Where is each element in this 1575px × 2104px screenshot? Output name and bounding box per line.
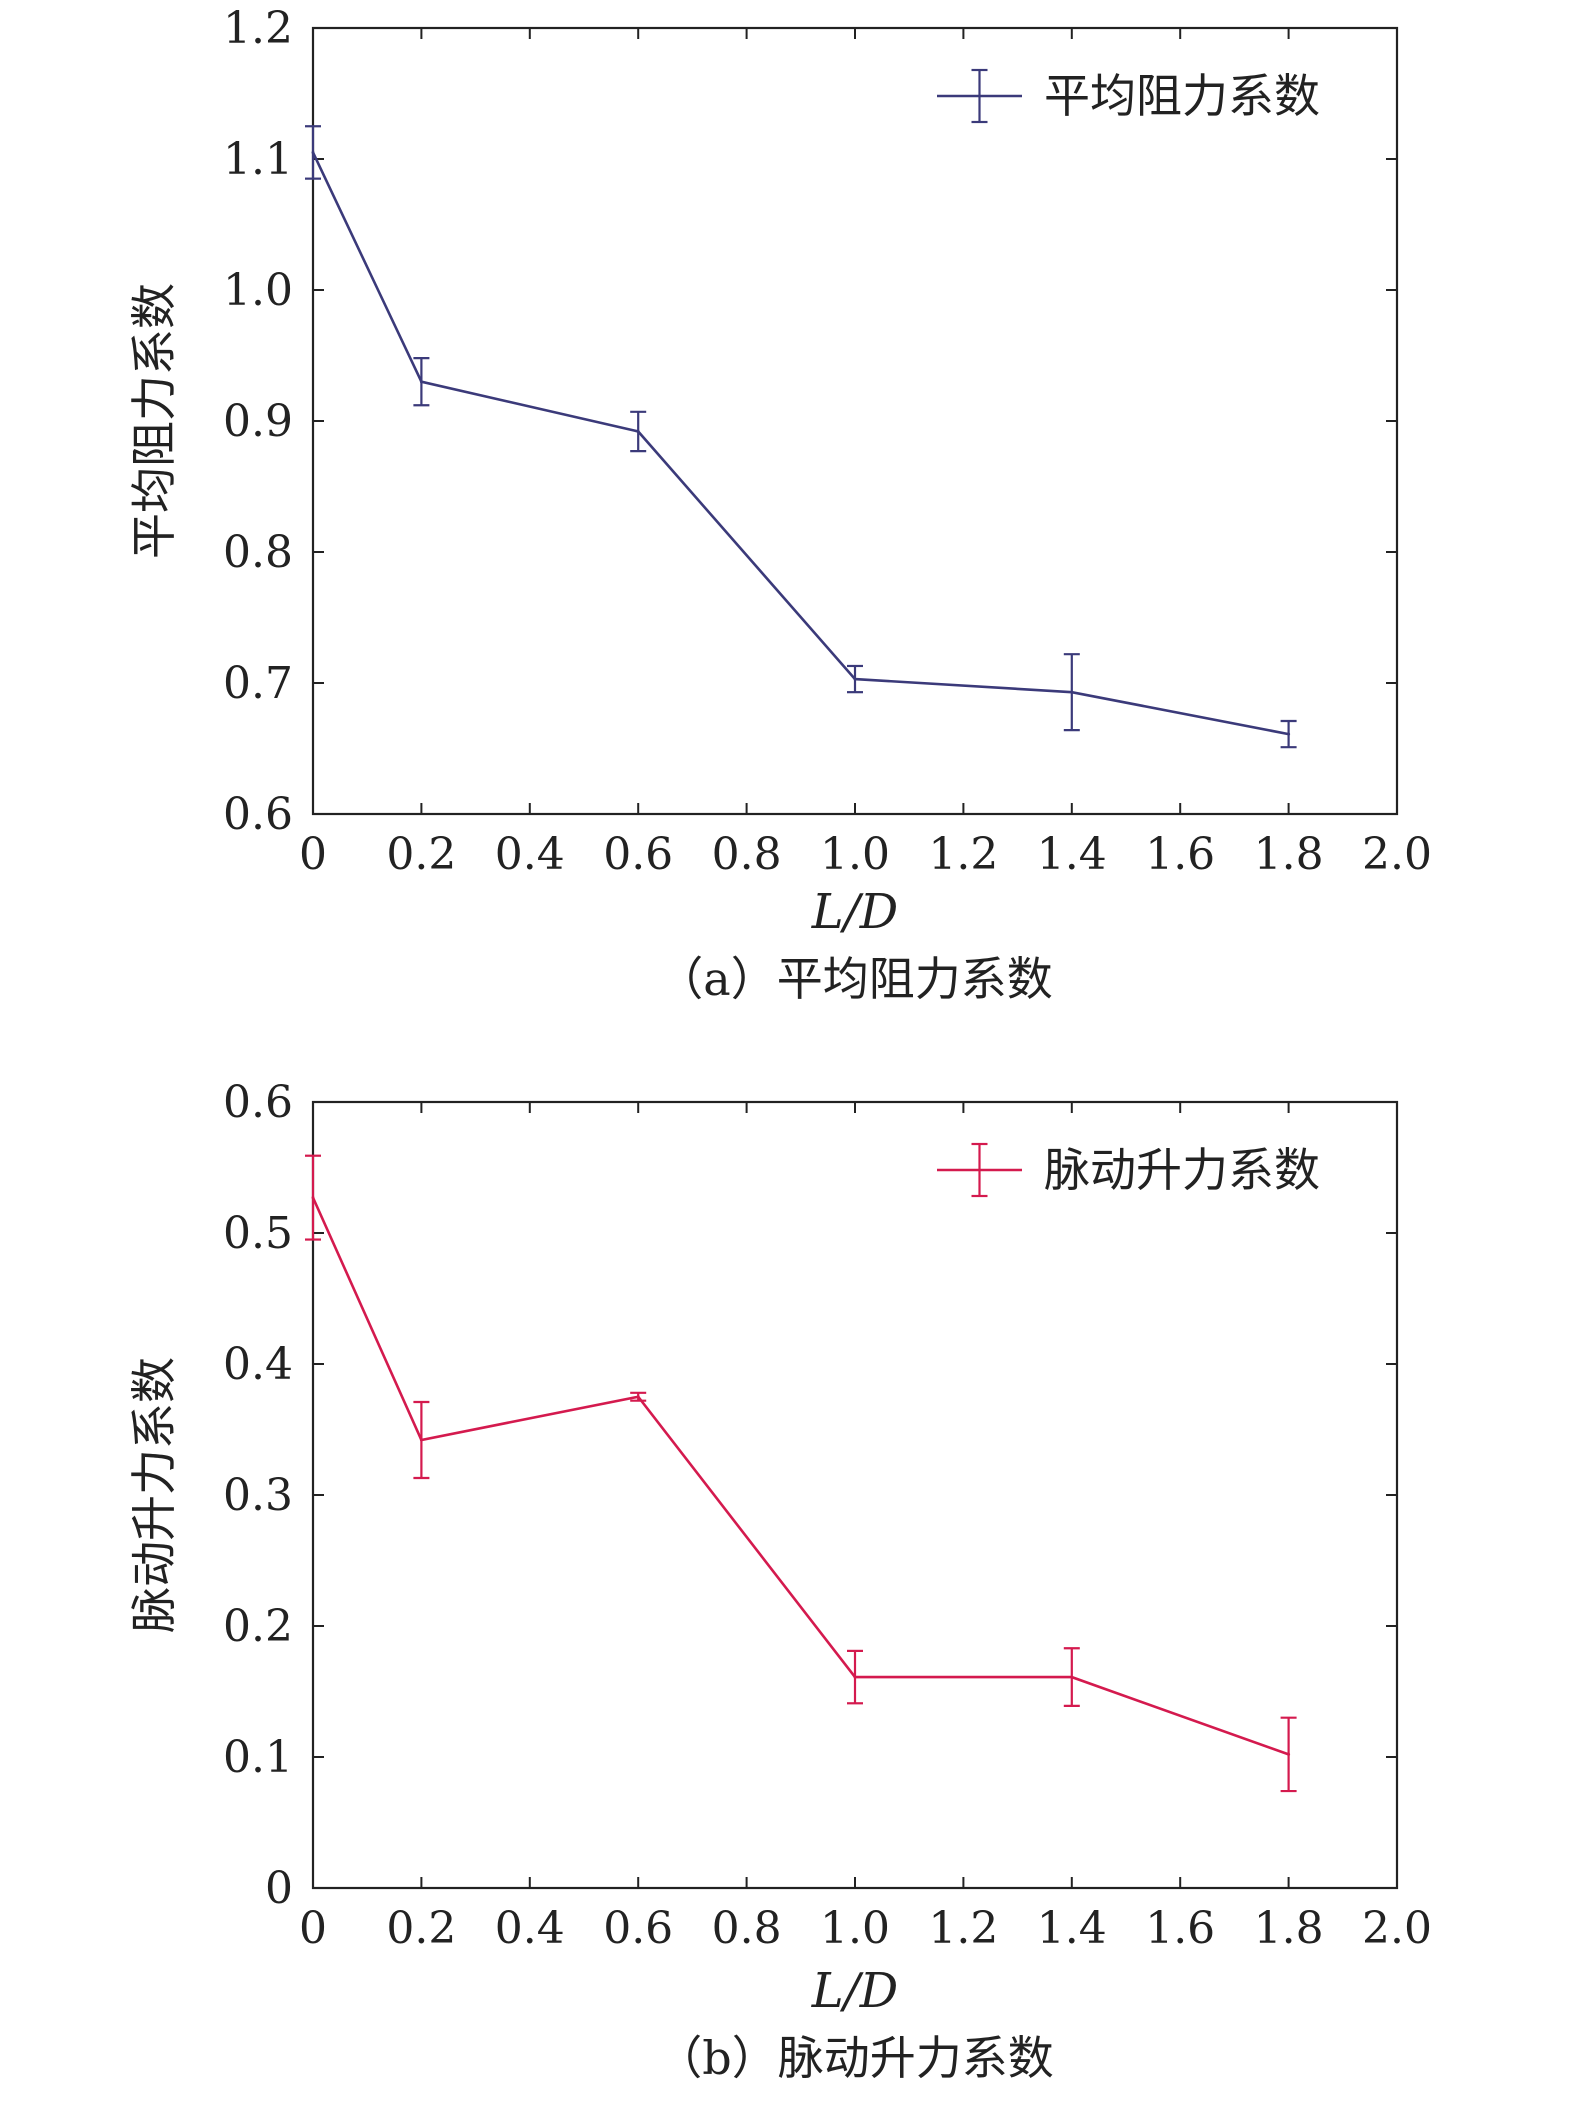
y-tick-label: 0.5 (223, 1208, 293, 1259)
chart-a-mean-drag: 0 0.2 0.4 0.6 0.8 1.0 1.2 1.4 1.6 1.8 2.0 0.6 0.7 0.8… (127, 3, 1432, 1006)
plot-frame (311, 1100, 1399, 1890)
x-tick-label: 0.2 (386, 829, 456, 880)
series-line (311, 151, 1289, 736)
y-tick-label: 0.6 (223, 789, 293, 840)
legend-label: 平均阻力系数 (1044, 69, 1320, 123)
x-tick-label: 1.0 (820, 1903, 890, 1954)
data-point (636, 429, 640, 433)
chart-caption: （a）平均阻力系数 (657, 952, 1052, 1006)
x-tick-label: 0.4 (495, 829, 565, 880)
x-tick-label: 0.2 (386, 1903, 456, 1954)
x-tick-label: 0 (299, 1903, 327, 1954)
x-tick-label: 1.4 (1037, 829, 1107, 880)
x-tick-label: 1.8 (1254, 829, 1324, 880)
y-tick-label: 1.2 (223, 3, 293, 54)
y-tick-label: 0.4 (223, 1339, 293, 1390)
y-tick-label: 1.1 (223, 134, 293, 185)
legend: 脉动升力系数 (937, 1142, 1320, 1198)
y-tick-label: 0 (265, 1863, 293, 1914)
x-tick-label: 2.0 (1362, 1903, 1432, 1954)
legend-label: 脉动升力系数 (1044, 1143, 1320, 1197)
x-tick-label: 0.8 (712, 1903, 782, 1954)
y-tick-label: 0.8 (223, 527, 293, 578)
x-tick-label: 0.8 (712, 829, 782, 880)
x-tick-label: 1.2 (928, 1903, 998, 1954)
data-point (853, 1675, 857, 1679)
data-point (1287, 732, 1291, 736)
x-tick-label: 1.8 (1254, 1903, 1324, 1954)
y-axis-label: 脉动升力系数 (127, 1357, 181, 1633)
y-axis-label: 平均阻力系数 (127, 283, 181, 559)
plot-frame (311, 26, 1399, 816)
data-point (311, 150, 315, 154)
x-tick-label: 1.6 (1145, 829, 1215, 880)
data-point (419, 1438, 423, 1442)
data-point (311, 1196, 315, 1200)
data-point (419, 380, 423, 384)
x-tick-label: 1.0 (820, 829, 890, 880)
x-axis-label: L/D (811, 1963, 899, 2019)
data-point (1070, 1675, 1074, 1679)
x-tick-label: 0.6 (603, 829, 673, 880)
x-tick-label: 0 (299, 829, 327, 880)
y-tick-label: 1.0 (223, 265, 293, 316)
y-tick-label: 0.6 (223, 1077, 293, 1128)
data-point (1287, 1752, 1291, 1756)
x-tick-label: 2.0 (1362, 829, 1432, 880)
x-axis-label: L/D (811, 884, 899, 940)
x-tick-label: 0.6 (603, 1903, 673, 1954)
y-tick-label: 0.2 (223, 1601, 293, 1652)
x-tick-label: 1.6 (1145, 1903, 1215, 1954)
data-point (636, 1395, 640, 1399)
y-tick-label: 0.7 (223, 658, 293, 709)
y-tick-label: 0.1 (223, 1732, 293, 1783)
y-tick-label: 0.3 (223, 1470, 293, 1521)
chart-b-fluctuating-lift: 0 0.2 0.4 0.6 0.8 1.0 1.2 1.4 1.6 1.8 2.0 0 0.1 0.2 0.… (127, 1077, 1432, 2085)
chart-caption: （b）脉动升力系数 (656, 2031, 1053, 2085)
data-point (1070, 690, 1074, 694)
y-tick-label: 0.9 (223, 396, 293, 447)
legend: 平均阻力系数 (937, 68, 1320, 124)
series-line (311, 1197, 1290, 1756)
data-point (853, 677, 857, 681)
x-tick-label: 1.4 (1037, 1903, 1107, 1954)
x-tick-label: 1.2 (928, 829, 998, 880)
x-tick-label: 0.4 (495, 1903, 565, 1954)
